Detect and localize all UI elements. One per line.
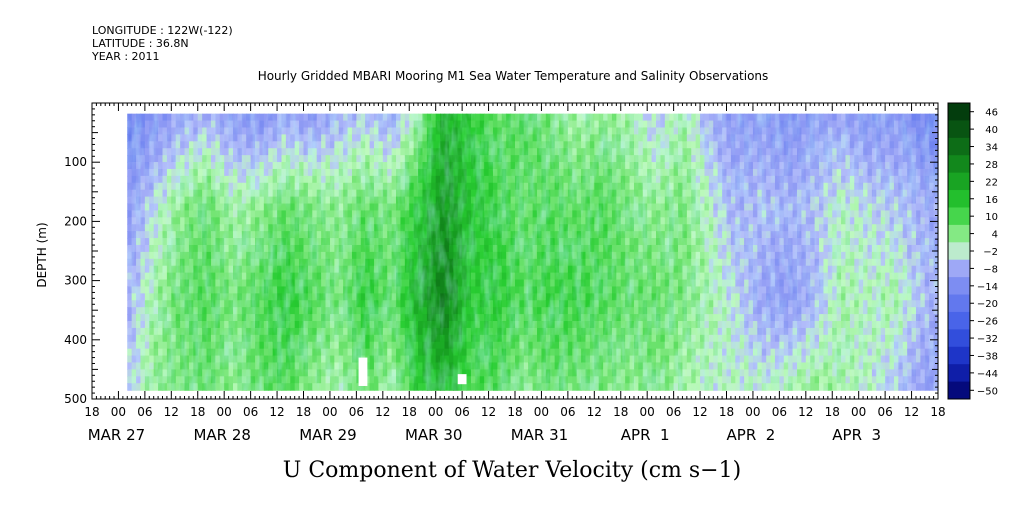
- plot-area: [91, 102, 939, 400]
- chart-title: Hourly Gridded MBARI Mooring M1 Sea Wate…: [258, 69, 769, 83]
- year-label: YEAR : 2011: [91, 50, 160, 63]
- latitude-label: LATITUDE : 36.8N: [92, 37, 189, 50]
- longitude-label: LONGITUDE : 122W(-122): [92, 24, 233, 37]
